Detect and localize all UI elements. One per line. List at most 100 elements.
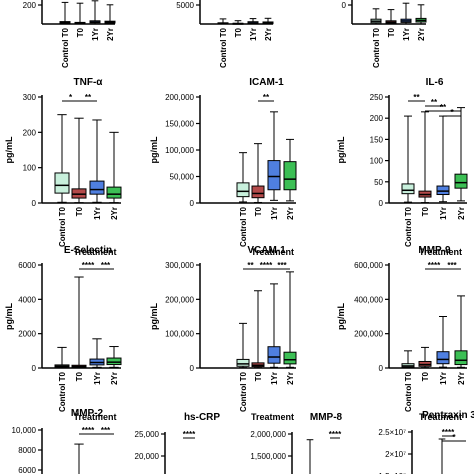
panel-title: Pentraxin 3 [422,410,474,421]
box-iqr [283,351,297,365]
y-tick-label: 6000 [18,261,36,270]
box-iqr [454,350,468,366]
significance-label: *** [101,426,111,435]
y-axis-label: pg/mL [4,303,14,330]
box-iqr [267,346,281,364]
box-iqr [251,185,265,199]
category-label: Control T0 [58,371,67,412]
y-tick-label: 2.5×10⁷ [378,428,406,437]
y-tick-label: 0 [379,199,384,208]
chart-panel: 0 100,000 200,000 300,000 VCAM-1 pg/mL Control… [149,245,297,422]
category-label: T0 [76,27,85,37]
significance-label: ** [431,98,438,107]
category-label: 2Yr [457,207,466,220]
y-tick-label: 100 [370,157,384,166]
x-axis-label: Treatment [251,247,294,257]
panel-title: VCAM-1 [247,245,286,256]
chart-panel: 0 50 100 150 200 250 IL-6 pg/mL Control T0 T0 1Yr 2… [336,77,468,257]
y-tick-label: 250 [370,93,384,102]
category-label: 1Yr [93,207,102,220]
category-label: Control T0 [239,206,248,247]
y-tick-label: 100,000 [165,146,194,155]
panel-title: ICAM-1 [249,77,284,88]
chart-panel: 1.5×10⁷ 2×10⁷ 2.5×10⁷ Pentraxin 3 ***** [378,410,474,474]
box-iqr [267,160,281,191]
x-axis-label: Treatment [419,247,462,257]
box-iqr [54,172,70,194]
panel-title: TNF-α [74,77,104,88]
y-tick-label: 2000 [18,330,36,339]
y-tick-label: 2×10⁷ [385,450,406,459]
y-axis-label: pg/mL [336,303,346,330]
box-iqr [236,358,250,367]
y-tick-label: 600,000 [354,261,383,270]
significance-label: * [69,93,73,102]
significance-label: ** [85,93,92,102]
y-tick-label: 1,500,000 [250,452,286,461]
box-iqr [454,173,468,189]
box-iqr [89,180,105,195]
significance-label: **** [183,430,196,439]
y-tick-label: 8000 [18,446,36,455]
y-tick-label: 0 [190,364,195,373]
significance-label: *** [447,261,457,270]
panel-title: E-Selectin [64,245,112,256]
y-tick-label: 150 [370,135,384,144]
category-label: T0 [421,371,430,381]
category-label: 1Yr [439,372,448,385]
box-iqr [436,351,450,365]
x-axis-label: Treatment [73,412,116,422]
category-label: 1Yr [91,28,100,41]
category-label: 2Yr [110,372,119,385]
category-label: 2Yr [106,28,115,41]
y-tick-label: 25,000 [135,430,160,439]
category-label: Control T0 [239,371,248,412]
x-axis-label: Treatment [73,247,116,257]
box-iqr [106,357,122,366]
y-tick-label: 100 [23,164,37,173]
category-label: 2Yr [286,207,295,220]
chart-panel: 0 Control T0 T0 1Yr 2Yr [342,0,427,68]
y-tick-label: 2,000,000 [250,430,286,439]
panel-title: MMP-9 [418,245,451,256]
y-axis-label: pg/mL [149,136,159,163]
significance-label: ** [440,103,447,112]
significance-label: ** [247,261,254,270]
category-label: 1Yr [270,372,279,385]
y-tick-label: 50,000 [170,173,195,182]
category-label: Control T0 [372,27,381,68]
y-tick-label: 200,000 [165,93,194,102]
y-tick-label: 5000 [176,1,194,10]
x-axis-label: Treatment [251,412,294,422]
chart-panel: 0 100 200 300 TNF-α pg/mL Control T0 T0 1Yr 2Yr Tr… [4,77,122,257]
significance-label: * [452,433,456,442]
significance-label: **** [260,261,273,270]
panel-title: MMP-8 [310,412,343,423]
significance-label: **** [428,261,441,270]
significance-label: *** [101,261,111,270]
box-iqr [236,182,250,198]
chart-panel: 1,500,000 2,000,000 MMP-8 **** [250,412,343,474]
y-tick-label: 6000 [18,466,36,474]
chart-panel: 0 50,000 100,000 150,000 200,000 ICAM-1 pg/mL C… [149,77,297,257]
y-axis-label: pg/mL [336,136,346,163]
y-tick-label: 0 [342,1,347,10]
significance-label: ** [413,93,420,102]
box-iqr [436,185,450,196]
significance-label: **** [329,430,342,439]
y-tick-label: 200 [370,114,384,123]
category-label: Control T0 [404,206,413,247]
y-tick-label: 150,000 [165,120,194,129]
panel-title: hs-CRP [184,412,220,423]
category-label: 2Yr [110,207,119,220]
y-tick-label: 200,000 [165,295,194,304]
category-label: T0 [75,371,84,381]
box-iqr [106,186,122,199]
category-label: 1Yr [249,28,258,41]
category-label: Control T0 [58,206,67,247]
chart-panel: 0 2000 4000 6000 E-Selectin pg/mL Control T0 T0… [4,245,122,422]
category-label: 2Yr [286,372,295,385]
category-label: Control T0 [219,27,228,68]
y-tick-label: 10,000 [12,426,37,435]
panel-title: IL-6 [426,77,444,88]
